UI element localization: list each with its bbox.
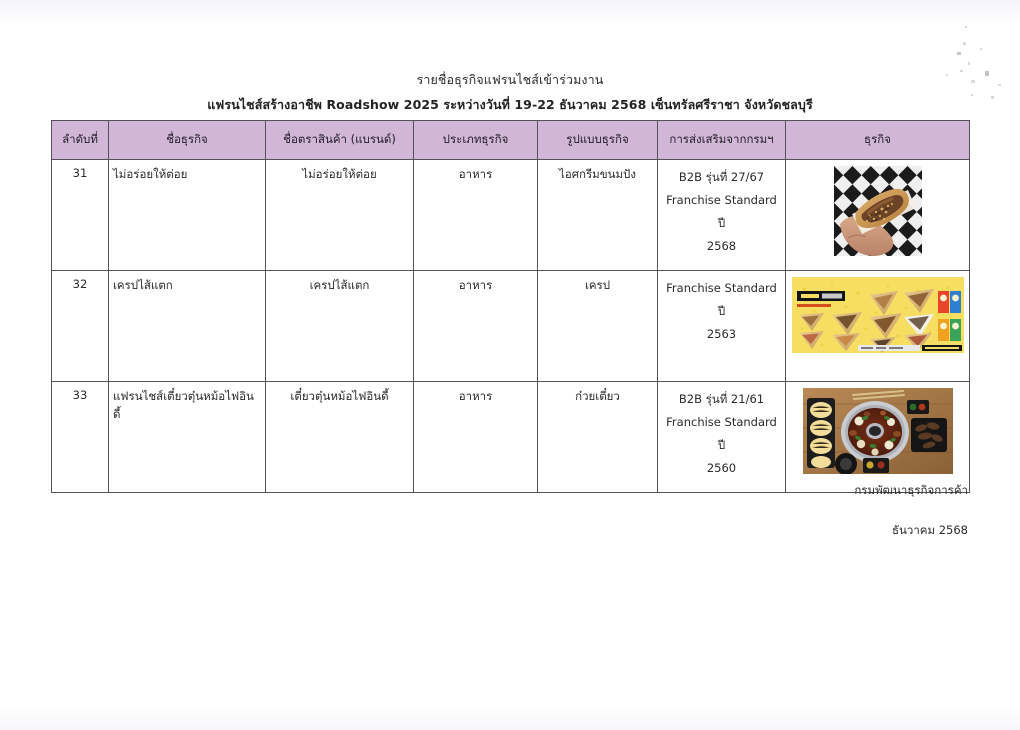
franchise-listing-table-wrapper: ลำดับที่ ชื่อธุรกิจ ชื่อตราสินค้า (แบรนด… <box>51 120 970 493</box>
promo-line: Franchise Standard ปี <box>666 281 777 318</box>
cell-name: ไม่อร่อยให้ต่อย <box>108 159 266 271</box>
table-header-row: ลำดับที่ ชื่อธุรกิจ ชื่อตราสินค้า (แบรนด… <box>51 120 970 160</box>
column-header-name: ชื่อธุรกิจ <box>108 120 266 160</box>
promo-line: B2B รุ่นที่ 27/67 <box>678 170 765 184</box>
cell-promo: B2B รุ่นที่ 21/61 Franchise Standard ปี … <box>657 381 786 493</box>
promo-line: 2560 <box>706 461 737 475</box>
cell-image <box>785 381 970 493</box>
column-header-format: รูปแบบธุรกิจ <box>537 120 658 160</box>
promo-line: Franchise Standard ปี <box>666 193 777 230</box>
cell-no: 33 <box>51 381 109 493</box>
column-header-promo: การส่งเสริมจากกรมฯ <box>657 120 786 160</box>
cell-image <box>785 270 970 382</box>
cell-name: แฟรนไชส์เตี๋ยวตุ๋นหม้อไฟอินดี้ <box>108 381 266 493</box>
cell-type: อาหาร <box>413 381 538 493</box>
cell-image <box>785 159 970 271</box>
ice-cream-bread-photo <box>833 166 922 256</box>
promo-line: 2563 <box>706 327 737 341</box>
cell-format: ก๋วยเตี๋ยว <box>537 381 658 493</box>
scan-tint-bottom <box>0 706 1020 730</box>
promo-line: B2B รุ่นที่ 21/61 <box>678 392 765 406</box>
column-header-brand: ชื่อตราสินค้า (แบรนด์) <box>265 120 414 160</box>
document-title-line-1: รายชื่อธุรกิจแฟรนไชส์เข้าร่วมงาน <box>416 72 604 87</box>
cell-format: เครป <box>537 270 658 382</box>
cell-promo: Franchise Standard ปี 2563 <box>657 270 786 382</box>
table-row: 33 แฟรนไชส์เตี๋ยวตุ๋นหม้อไฟอินดี้ เตี๋ยว… <box>51 381 970 493</box>
cell-name: เครปไส้แตก <box>108 270 266 382</box>
column-header-type: ประเภทธุรกิจ <box>413 120 538 160</box>
promo-line: Franchise Standard ปี <box>666 415 777 452</box>
footer-date: ธันวาคม 2568 <box>892 523 968 537</box>
crepe-menu-poster-photo <box>791 277 964 353</box>
cell-format: ไอศกรีมขนมปัง <box>537 159 658 271</box>
cell-no: 32 <box>51 270 109 382</box>
cell-no: 31 <box>51 159 109 271</box>
cell-brand: ไม่อร่อยให้ต่อย <box>265 159 414 271</box>
cell-type: อาหาร <box>413 270 538 382</box>
scan-tint-top <box>0 0 1020 26</box>
cell-brand: เตี๋ยวตุ๋นหม้อไฟอินดี้ <box>265 381 414 493</box>
document-title-line-2: แฟรนไชส์สร้างอาชีพ Roadshow 2025 ระหว่าง… <box>207 97 813 112</box>
column-header-image: ธุรกิจ <box>785 120 970 160</box>
table-row: 31 ไม่อร่อยให้ต่อย ไม่อร่อยให้ต่อย อาหาร… <box>51 159 970 271</box>
promo-line: 2568 <box>706 239 737 253</box>
cell-promo: B2B รุ่นที่ 27/67 Franchise Standard ปี … <box>657 159 786 271</box>
hot-pot-noodle-photo <box>802 388 953 474</box>
table-row: 32 เครปไส้แตก เครปไส้แตก อาหาร เครป Fran… <box>51 270 970 382</box>
franchise-listing-table: ลำดับที่ ชื่อธุรกิจ ชื่อตราสินค้า (แบรนด… <box>51 120 970 493</box>
footer-organization: กรมพัฒนาธุรกิจการค้า <box>854 483 968 497</box>
cell-type: อาหาร <box>413 159 538 271</box>
column-header-no: ลำดับที่ <box>51 120 109 160</box>
document-footer: กรมพัฒนาธุรกิจการค้า ธันวาคม 2568 <box>854 482 968 540</box>
cell-brand: เครปไส้แตก <box>265 270 414 382</box>
